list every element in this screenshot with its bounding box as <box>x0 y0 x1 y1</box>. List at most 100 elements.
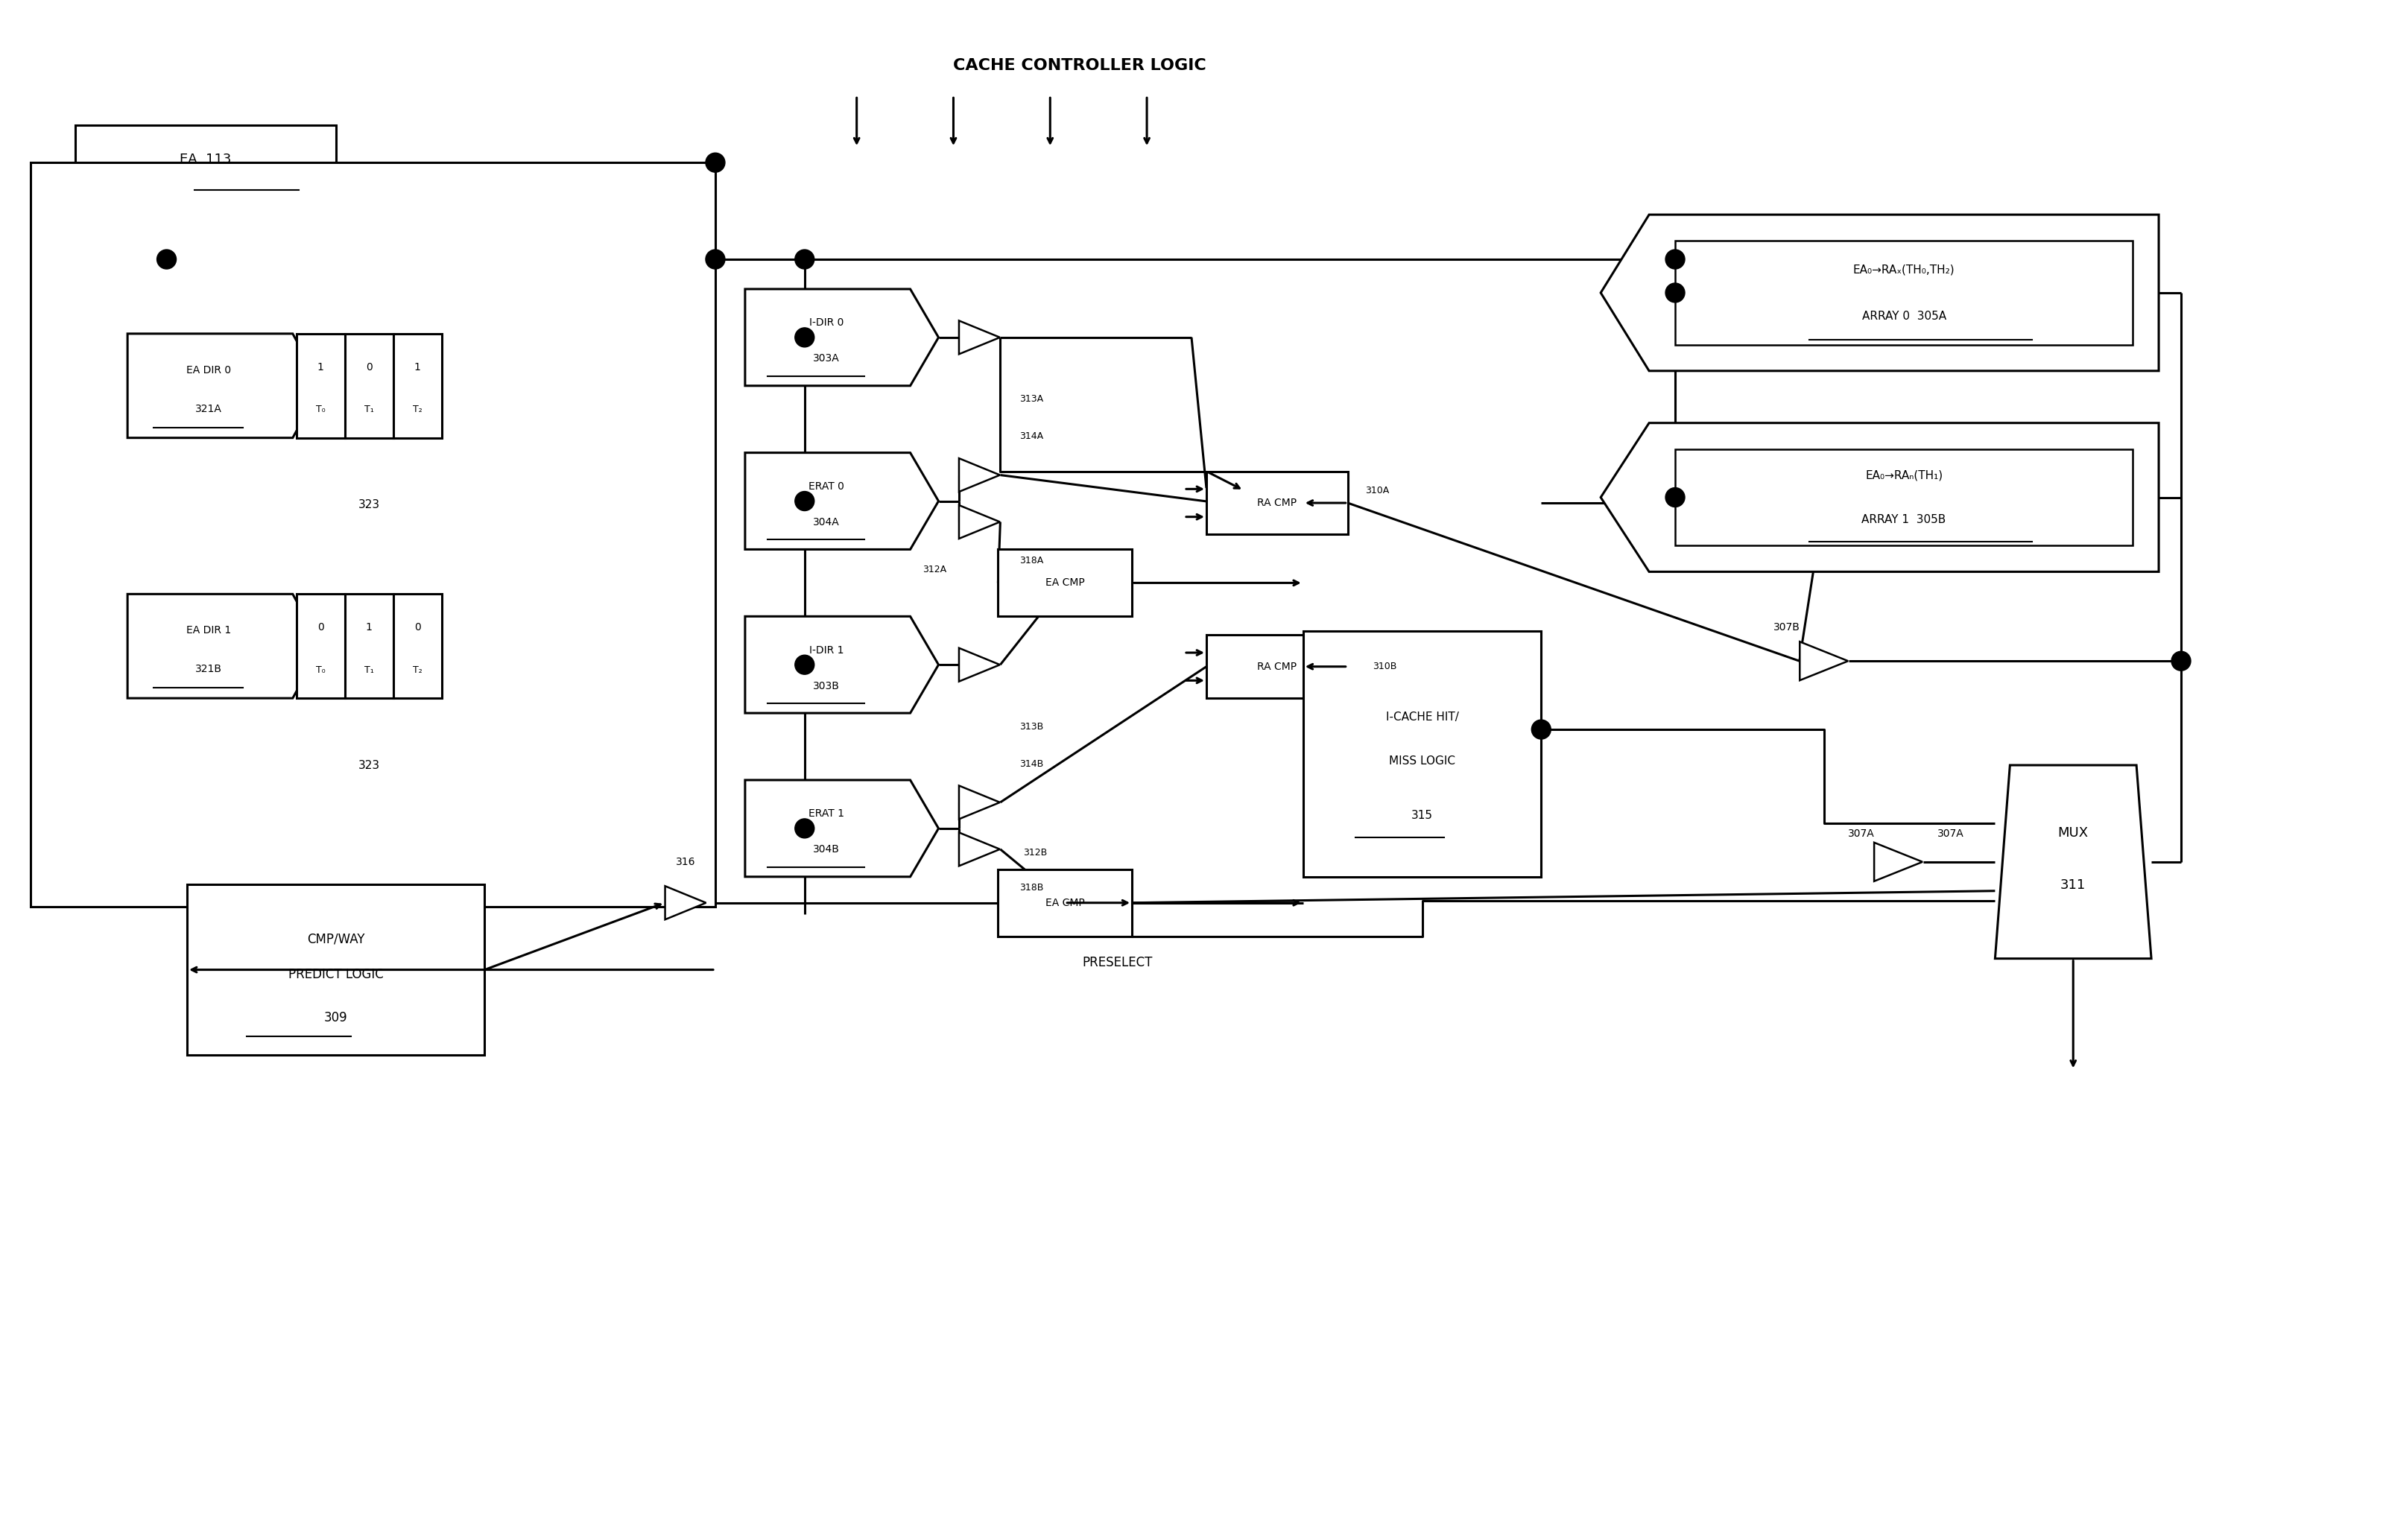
Circle shape <box>157 249 176 269</box>
Text: 1: 1 <box>317 362 324 373</box>
Bar <box>295 334 346 437</box>
Text: EA  113: EA 113 <box>179 152 231 166</box>
Text: 316: 316 <box>677 856 696 867</box>
Circle shape <box>796 249 815 269</box>
Text: 315: 315 <box>1411 810 1432 821</box>
Text: EA DIR 1: EA DIR 1 <box>186 625 231 636</box>
Text: 0: 0 <box>365 362 372 373</box>
Circle shape <box>705 152 724 172</box>
Circle shape <box>1532 719 1551 739</box>
Bar <box>393 334 441 437</box>
Circle shape <box>1666 283 1685 302</box>
Circle shape <box>796 328 815 347</box>
Text: 310B: 310B <box>1373 662 1396 671</box>
Text: ARRAY 1  305B: ARRAY 1 305B <box>1861 514 1947 525</box>
Polygon shape <box>746 290 939 385</box>
Text: 321A: 321A <box>195 403 222 414</box>
Polygon shape <box>958 833 1001 865</box>
Text: I-DIR 1: I-DIR 1 <box>808 645 844 656</box>
Text: T₀: T₀ <box>317 405 326 414</box>
Text: 1: 1 <box>415 362 422 373</box>
Bar <box>1675 450 2133 545</box>
Text: MISS LOGIC: MISS LOGIC <box>1389 756 1456 767</box>
Bar <box>1675 240 2133 345</box>
Text: 318A: 318A <box>1020 556 1044 565</box>
Text: 311: 311 <box>2061 878 2085 892</box>
Text: ARRAY 0  305A: ARRAY 0 305A <box>1861 311 1947 322</box>
Text: 312A: 312A <box>922 565 946 574</box>
Bar <box>295 594 346 698</box>
Polygon shape <box>958 648 1001 682</box>
Bar <box>346 594 393 698</box>
Text: I-DIR 0: I-DIR 0 <box>810 317 844 328</box>
Polygon shape <box>1873 842 1923 881</box>
Polygon shape <box>958 505 1001 539</box>
Polygon shape <box>129 334 322 437</box>
Text: 314A: 314A <box>1020 431 1044 440</box>
Text: T₂: T₂ <box>412 405 422 414</box>
Text: 312B: 312B <box>1022 849 1046 858</box>
Text: CACHE CONTROLLER LOGIC: CACHE CONTROLLER LOGIC <box>953 59 1206 74</box>
Text: I-CACHE HIT/: I-CACHE HIT/ <box>1385 711 1458 722</box>
Text: T₁: T₁ <box>365 665 374 675</box>
Text: T₀: T₀ <box>317 665 326 675</box>
Bar <box>393 594 441 698</box>
Text: CMP/WAY: CMP/WAY <box>307 932 365 946</box>
Text: 321B: 321B <box>195 664 222 675</box>
Text: EA CMP: EA CMP <box>1046 578 1084 588</box>
Bar <box>346 334 393 437</box>
Polygon shape <box>1601 214 2159 371</box>
Circle shape <box>1666 249 1685 269</box>
Text: EA₀→RAₙ(TH₁): EA₀→RAₙ(TH₁) <box>1866 470 1942 480</box>
Text: 0: 0 <box>317 622 324 633</box>
Polygon shape <box>958 459 1001 491</box>
Bar <box>1206 471 1349 534</box>
Text: MUX: MUX <box>2059 825 2088 839</box>
Bar <box>1304 631 1542 876</box>
Polygon shape <box>1995 765 2152 958</box>
Polygon shape <box>958 320 1001 354</box>
Text: 303A: 303A <box>813 354 839 363</box>
Text: PRESELECT: PRESELECT <box>1082 956 1153 969</box>
Text: 1: 1 <box>365 622 372 633</box>
Text: 307A: 307A <box>1847 829 1875 839</box>
Text: RA CMP: RA CMP <box>1258 661 1296 671</box>
Circle shape <box>2171 651 2190 671</box>
Text: 310A: 310A <box>1365 485 1389 496</box>
Circle shape <box>705 249 724 269</box>
Polygon shape <box>1601 424 2159 571</box>
Text: ERAT 1: ERAT 1 <box>808 808 844 819</box>
Text: 304A: 304A <box>813 517 839 528</box>
Text: EA CMP: EA CMP <box>1046 898 1084 909</box>
Text: T₁: T₁ <box>365 405 374 414</box>
Text: 303B: 303B <box>813 681 839 691</box>
Text: EA DIR 0: EA DIR 0 <box>186 365 231 376</box>
Circle shape <box>796 819 815 838</box>
Bar <box>186 884 484 1055</box>
Circle shape <box>796 654 815 675</box>
Circle shape <box>796 491 815 511</box>
Text: 307B: 307B <box>1773 622 1799 633</box>
Text: 313B: 313B <box>1020 722 1044 731</box>
Text: 323: 323 <box>357 499 379 510</box>
Text: 0: 0 <box>415 622 419 633</box>
Polygon shape <box>1799 642 1849 681</box>
Text: 304B: 304B <box>813 844 839 855</box>
Text: 313A: 313A <box>1020 394 1044 403</box>
Bar <box>76 125 336 214</box>
Polygon shape <box>665 885 705 919</box>
Polygon shape <box>746 453 939 550</box>
Text: EA₀→RAₓ(TH₀,TH₂): EA₀→RAₓ(TH₀,TH₂) <box>1854 263 1954 276</box>
Text: 318B: 318B <box>1020 882 1044 893</box>
Text: 307A: 307A <box>1937 829 1964 839</box>
Text: 314B: 314B <box>1020 759 1044 768</box>
Text: T₂: T₂ <box>412 665 422 675</box>
Circle shape <box>1666 488 1685 507</box>
Polygon shape <box>958 785 1001 819</box>
Text: PREDICT LOGIC: PREDICT LOGIC <box>288 969 384 981</box>
Text: RA CMP: RA CMP <box>1258 497 1296 508</box>
Text: 323: 323 <box>357 759 379 770</box>
Text: ERAT 0: ERAT 0 <box>808 482 844 491</box>
Polygon shape <box>746 616 939 713</box>
Bar <box>31 163 715 907</box>
